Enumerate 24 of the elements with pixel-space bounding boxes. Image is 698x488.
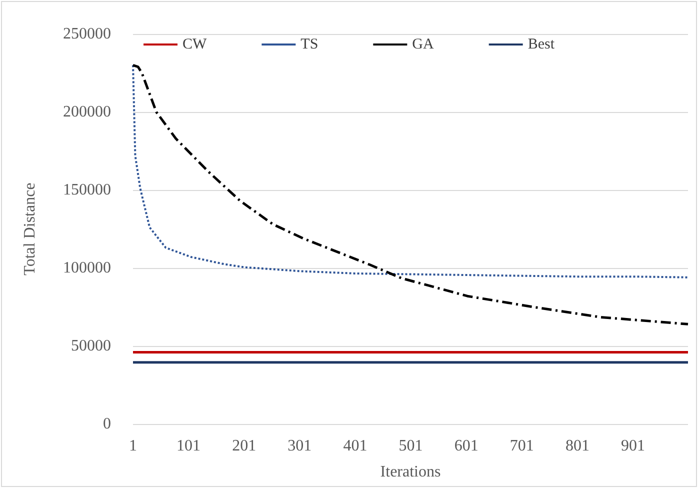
x-tick-label: 501 <box>398 438 423 454</box>
x-tick-label: 701 <box>510 438 534 454</box>
x-tick-label: 601 <box>454 438 478 454</box>
x-tick-label: 201 <box>232 438 256 454</box>
y-tick-label: 100000 <box>63 260 111 276</box>
x-tick-label: 301 <box>288 438 312 454</box>
y-axis-title: Total Distance <box>22 182 38 276</box>
y-tick-label: 0 <box>103 416 111 432</box>
y-tick-label: 250000 <box>63 26 111 42</box>
x-tick-label: 801 <box>565 438 590 454</box>
x-tick-label: 1 <box>129 438 137 454</box>
x-tick-label: 901 <box>621 438 645 454</box>
line-series <box>132 64 689 278</box>
line-series <box>132 64 690 326</box>
x-axis-title: Iterations <box>380 464 441 480</box>
legend-label: Best <box>528 36 556 52</box>
y-tick-label: 50000 <box>71 338 111 354</box>
y-tick-label: 150000 <box>63 182 111 198</box>
x-tick-label: 401 <box>343 438 368 454</box>
legend-label: CW <box>182 36 208 52</box>
legend-label: TS <box>300 36 318 52</box>
legend-label: GA <box>412 36 434 52</box>
x-tick-label: 101 <box>176 438 201 454</box>
y-tick-label: 200000 <box>63 104 111 120</box>
